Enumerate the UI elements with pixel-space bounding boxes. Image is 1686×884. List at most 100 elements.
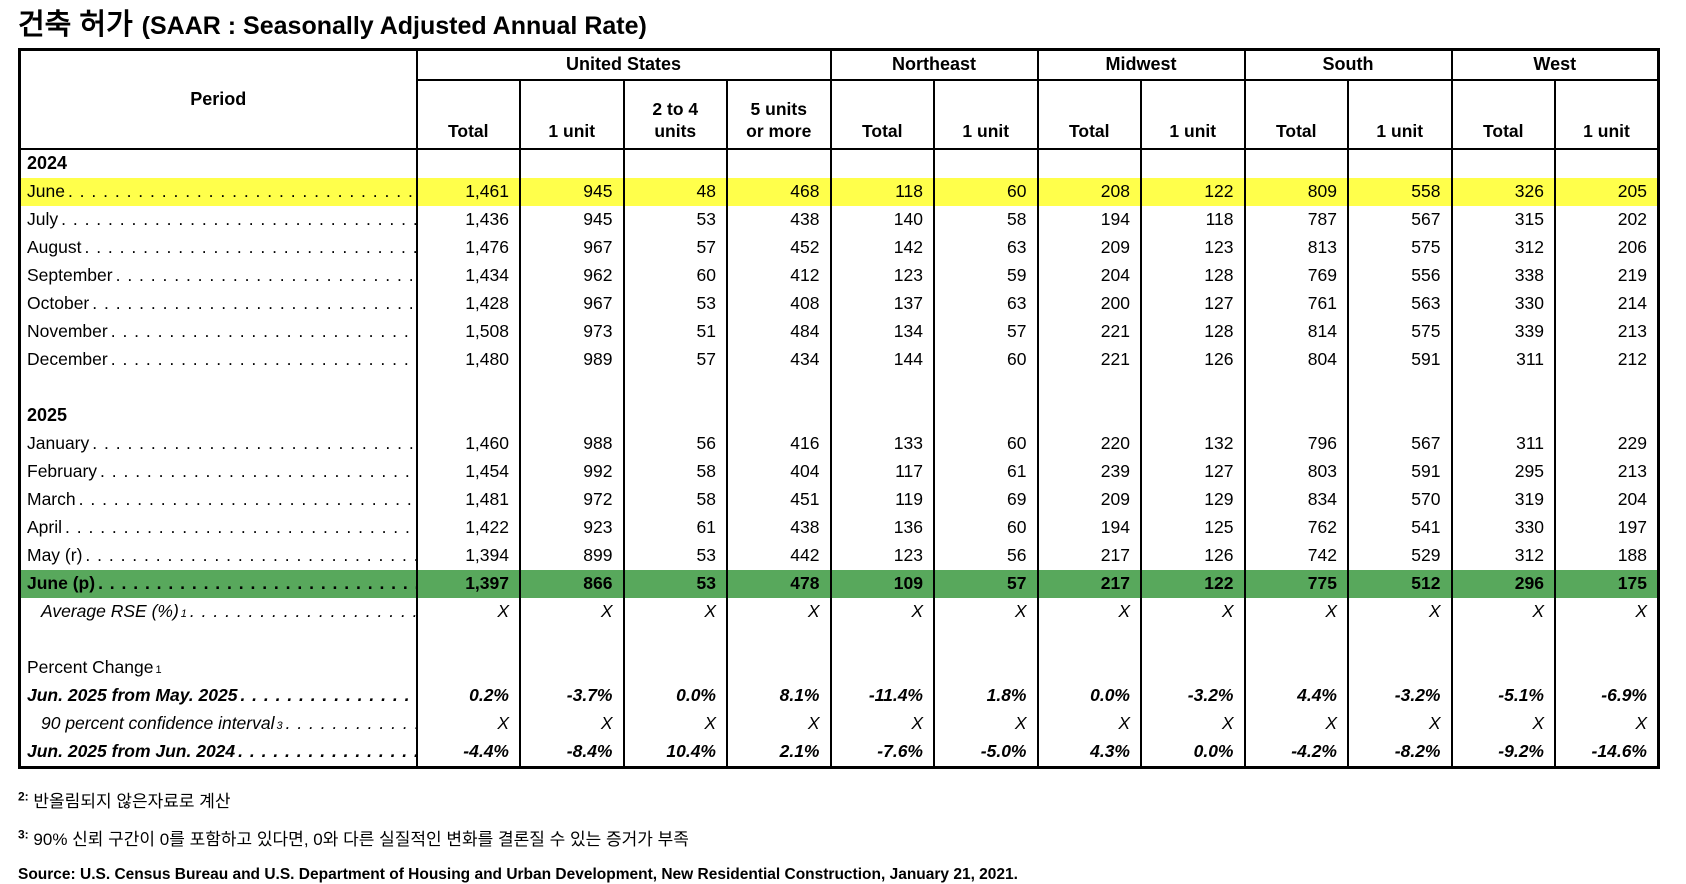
column-header-us-1unit: 1 unit [519,78,625,150]
value-cell [1450,401,1556,430]
value-cell: X [1036,597,1142,626]
footnote-2: 2: 반올림되지 않은자료로 계산 [18,787,1686,812]
value-cell: 60 [933,513,1039,542]
value-cell: 142 [829,233,935,262]
value-cell: 58 [933,205,1039,234]
value-cell [1140,401,1246,430]
column-header-ne-1unit: 1 unit [933,78,1039,150]
dot-leader [79,489,416,510]
value-cell: 0.0% [1036,681,1142,710]
value-cell: 988 [519,429,625,458]
value-cell: 51 [622,317,728,346]
value-cell: 57 [933,569,1039,598]
period-cell [18,625,418,654]
value-cell: 132 [1140,429,1246,458]
value-cell: 137 [829,289,935,318]
value-cell: 119 [829,485,935,514]
value-cell [622,625,728,654]
column-header-w-1unit: 1 unit [1554,78,1660,150]
value-cell [519,401,625,430]
value-cell [1347,625,1453,654]
value-cell: 118 [1140,205,1246,234]
title-korean: 건축 허가 [18,9,133,41]
value-cell: 1,397 [415,569,521,598]
value-cell: 1,454 [415,457,521,486]
period-cell: 90 percent confidence interval 3 [18,709,418,738]
value-cell: 319 [1450,485,1556,514]
value-cell: 412 [726,261,832,290]
value-cell: 10.4% [622,737,728,768]
value-cell: 339 [1450,317,1556,346]
value-cell: 197 [1554,513,1660,542]
value-cell: 762 [1243,513,1349,542]
value-cell: 1,436 [415,205,521,234]
value-cell: 221 [1036,345,1142,374]
dot-leader [92,293,415,314]
value-cell: 512 [1347,569,1453,598]
value-cell: 127 [1140,289,1246,318]
period-label: 90 percent confidence interval [41,713,275,734]
value-cell [726,625,832,654]
value-cell: 204 [1036,261,1142,290]
value-cell: 296 [1450,569,1556,598]
value-cell: 123 [829,261,935,290]
group-header-united-states: United States [415,48,832,81]
column-header-s-1unit: 1 unit [1347,78,1453,150]
value-cell: -7.6% [829,737,935,768]
column-header-us-5plus: 5 units or more [726,78,832,150]
value-cell: X [1450,597,1556,626]
value-cell: 133 [829,429,935,458]
value-cell: 53 [622,289,728,318]
value-cell [1347,148,1453,178]
value-cell: 442 [726,541,832,570]
value-cell: -5.0% [933,737,1039,768]
value-cell [1243,373,1349,402]
table-row-december: December 1,480989574341446022112680459131… [18,345,1660,374]
value-cell: 558 [1347,177,1453,206]
period-label: 2024 [27,153,68,174]
period-cell: August [18,233,418,262]
value-cell: 814 [1243,317,1349,346]
value-cell: 1,476 [415,233,521,262]
value-cell: -11.4% [829,681,935,710]
value-cell: 53 [622,205,728,234]
value-cell [622,401,728,430]
value-cell: 209 [1036,485,1142,514]
period-label: June [27,181,65,202]
period-label: January [27,433,90,454]
value-cell: 945 [519,205,625,234]
period-label: November [27,321,108,342]
dot-leader [100,461,415,482]
table-row-november: November 1,508973514841345722112881457533… [18,317,1660,346]
value-cell: 127 [1140,457,1246,486]
value-cell: 213 [1554,457,1660,486]
value-cell: 217 [1036,569,1142,598]
value-cell: 899 [519,541,625,570]
value-cell: 452 [726,233,832,262]
dot-leader [68,181,416,202]
value-cell: 117 [829,457,935,486]
value-cell: 311 [1450,345,1556,374]
value-cell: 834 [1243,485,1349,514]
value-cell: X [933,597,1039,626]
period-label: Jun. 2025 from Jun. 2024 [27,741,236,762]
value-cell: 129 [1140,485,1246,514]
column-header-w-total: Total [1450,78,1556,150]
value-cell: 63 [933,289,1039,318]
period-label: October [27,293,90,314]
value-cell: 529 [1347,541,1453,570]
value-cell: 972 [519,485,625,514]
value-cell: 58 [622,485,728,514]
value-cell: 109 [829,569,935,598]
value-cell: 8.1% [726,681,832,710]
value-cell: 803 [1243,457,1349,486]
value-cell: X [726,597,832,626]
value-cell: 1,434 [415,261,521,290]
value-cell [622,148,728,178]
value-cell: -5.1% [1450,681,1556,710]
value-cell: -9.2% [1450,737,1556,768]
value-cell: 923 [519,513,625,542]
dot-leader [111,349,416,370]
value-cell: 69 [933,485,1039,514]
value-cell [622,373,728,402]
